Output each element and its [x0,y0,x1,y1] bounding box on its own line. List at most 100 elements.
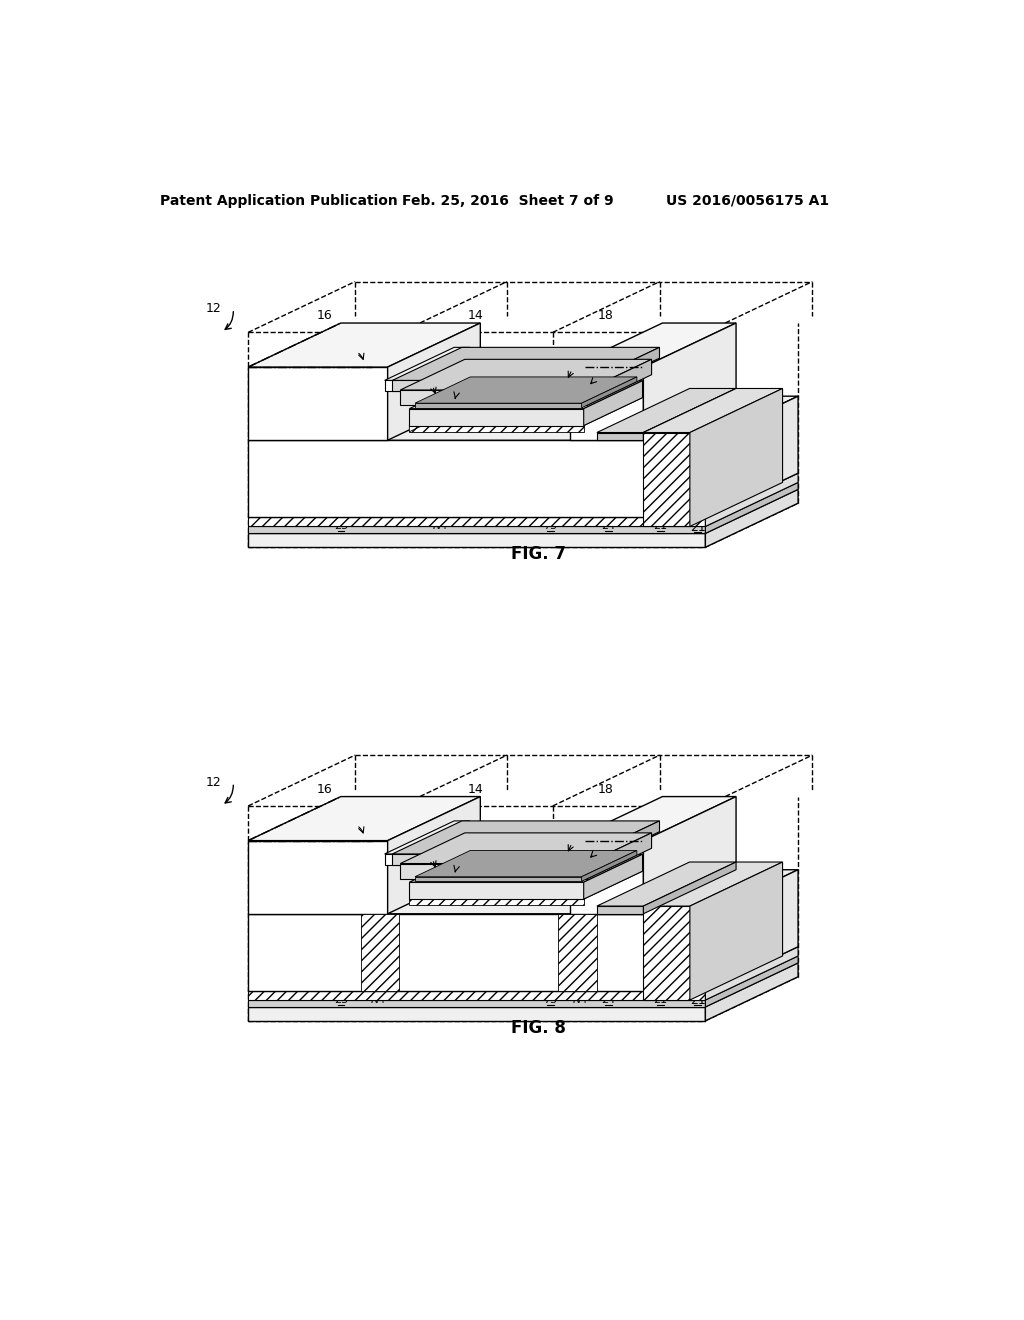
Polygon shape [248,367,388,441]
Polygon shape [706,396,798,517]
Text: 24: 24 [601,521,615,532]
Polygon shape [248,482,798,527]
Text: 75: 75 [544,521,557,532]
Polygon shape [385,380,400,391]
Polygon shape [690,862,782,1001]
Polygon shape [569,841,643,913]
Polygon shape [360,913,399,991]
Text: 24: 24 [657,940,673,953]
Polygon shape [597,862,736,906]
Polygon shape [400,863,587,879]
Text: 20: 20 [611,986,628,999]
Text: 18: 18 [597,783,613,796]
Text: 81: 81 [341,374,356,387]
Polygon shape [400,821,470,865]
Text: 24: 24 [601,995,615,1005]
Polygon shape [248,473,798,517]
Polygon shape [643,796,736,913]
Text: 20: 20 [611,512,628,525]
Text: 80: 80 [342,816,358,829]
Polygon shape [410,899,584,906]
Text: 16: 16 [316,309,332,322]
Polygon shape [248,956,798,1001]
Polygon shape [590,821,659,865]
Polygon shape [248,913,706,991]
Text: 23: 23 [334,521,348,532]
Polygon shape [248,527,706,533]
Polygon shape [597,906,643,913]
Polygon shape [690,388,782,527]
Polygon shape [643,323,736,441]
Polygon shape [248,1001,706,1007]
Text: N+: N+ [572,995,590,1005]
Polygon shape [410,425,584,432]
Polygon shape [248,533,706,548]
Text: 23: 23 [580,907,595,920]
Polygon shape [248,396,798,441]
Polygon shape [248,796,480,841]
Text: 23: 23 [333,474,349,486]
Text: 80: 80 [589,372,605,385]
Text: 23: 23 [333,946,349,960]
Text: 80: 80 [579,820,595,833]
Polygon shape [597,388,736,433]
Polygon shape [248,490,798,533]
Polygon shape [582,850,637,882]
Polygon shape [392,380,590,391]
Text: US 2016/0056175 A1: US 2016/0056175 A1 [667,194,829,207]
Polygon shape [569,323,736,367]
Polygon shape [392,854,590,865]
Polygon shape [569,796,736,841]
Polygon shape [706,946,798,1001]
Text: N+: N+ [433,521,451,532]
Text: 21: 21 [690,520,706,533]
Text: 75: 75 [421,850,436,863]
Text: 16: 16 [316,783,332,796]
Text: 14: 14 [468,783,484,796]
Text: N+: N+ [371,995,389,1005]
Polygon shape [248,441,706,517]
Polygon shape [248,946,798,991]
Polygon shape [643,862,736,913]
Text: Patent Application Publication: Patent Application Publication [160,194,398,207]
Text: 75: 75 [568,360,584,374]
Polygon shape [590,347,659,391]
Polygon shape [410,397,642,425]
Polygon shape [415,850,637,876]
Polygon shape [706,962,798,1020]
Polygon shape [248,517,706,527]
Polygon shape [385,854,400,865]
Polygon shape [582,378,637,408]
Text: 22: 22 [591,909,606,923]
Polygon shape [410,409,584,425]
Polygon shape [587,359,651,405]
Polygon shape [643,388,736,441]
Polygon shape [400,359,651,389]
Text: 81: 81 [452,861,468,874]
Polygon shape [643,433,690,527]
Polygon shape [415,403,582,408]
Text: 81: 81 [452,388,468,400]
Text: 14: 14 [468,309,484,322]
Polygon shape [400,389,587,405]
Polygon shape [558,913,597,991]
Text: 12: 12 [206,776,222,789]
Text: FIG. 7: FIG. 7 [511,545,566,564]
Polygon shape [248,1007,706,1020]
Text: 18: 18 [597,309,613,322]
Polygon shape [410,854,642,882]
Text: 80: 80 [589,846,605,859]
Polygon shape [400,833,651,863]
Polygon shape [410,882,584,899]
Text: 21: 21 [690,994,706,1007]
Text: 75: 75 [544,995,557,1005]
Polygon shape [643,862,782,906]
Polygon shape [388,796,480,913]
Text: 24: 24 [657,467,673,480]
Text: 75: 75 [568,834,584,847]
Polygon shape [415,378,637,403]
Polygon shape [415,876,582,882]
Polygon shape [248,841,388,913]
Text: 81: 81 [341,846,356,859]
Polygon shape [584,854,642,899]
